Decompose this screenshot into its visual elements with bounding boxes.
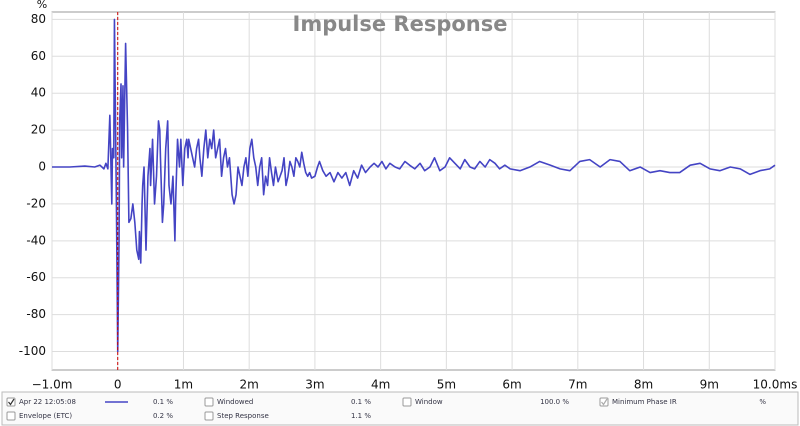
- x-tick-label: 2m: [240, 378, 259, 392]
- x-tick-label: 7m: [568, 378, 587, 392]
- control-label: Window: [415, 398, 443, 406]
- y-tick-label: -100: [19, 344, 46, 358]
- y-axis-label: %: [37, 0, 47, 11]
- x-tick-label: 1m: [174, 378, 193, 392]
- control-panel: [1, 391, 799, 426]
- y-tick-label: 60: [31, 49, 46, 63]
- control-value: 100.0 %: [540, 398, 569, 406]
- legend-value: 0.1 %: [153, 398, 173, 406]
- checkbox: [402, 397, 412, 407]
- y-tick-label: -80: [26, 307, 46, 321]
- y-tick-label: 0: [38, 160, 46, 174]
- x-tick-label: 3m: [305, 378, 324, 392]
- plot-area: [51, 11, 776, 371]
- control-value: %: [759, 398, 766, 406]
- control-value: 0.2 %: [153, 412, 173, 420]
- control-value: 0.1 %: [351, 398, 371, 406]
- control-label: Step Response: [217, 412, 269, 420]
- y-tick-label: -20: [26, 196, 46, 210]
- y-tick-label: 20: [31, 123, 46, 137]
- x-tick-label: 9m: [700, 378, 719, 392]
- checkmark: [601, 398, 608, 406]
- x-tick-label: 6m: [502, 378, 521, 392]
- control-label: Envelope (ETC): [19, 412, 72, 420]
- legend-entry: Apr 22 12:05:08: [19, 398, 76, 406]
- control-value: 1.1 %: [351, 412, 371, 420]
- x-tick-label: 5m: [437, 378, 456, 392]
- x-tick-label: 4m: [371, 378, 390, 392]
- y-tick-label: -60: [26, 270, 46, 284]
- x-tick-label: 10.0ms: [753, 378, 798, 392]
- control-label: Minimum Phase IR: [612, 398, 677, 406]
- chart-title: Impulse Response: [293, 12, 508, 36]
- x-tick-label: 8m: [634, 378, 653, 392]
- y-tick-label: -40: [26, 233, 46, 247]
- y-tick-label: 80: [31, 12, 46, 26]
- x-tick-label: −1.0m: [32, 378, 73, 392]
- checkbox: [204, 411, 214, 421]
- checkmark: [8, 398, 15, 406]
- control-label: Windowed: [217, 398, 253, 406]
- x-tick-label: 0: [114, 378, 122, 392]
- checkbox: [204, 397, 214, 407]
- y-tick-label: 40: [31, 86, 46, 100]
- line-series: [52, 18, 776, 353]
- checkbox: [6, 411, 16, 421]
